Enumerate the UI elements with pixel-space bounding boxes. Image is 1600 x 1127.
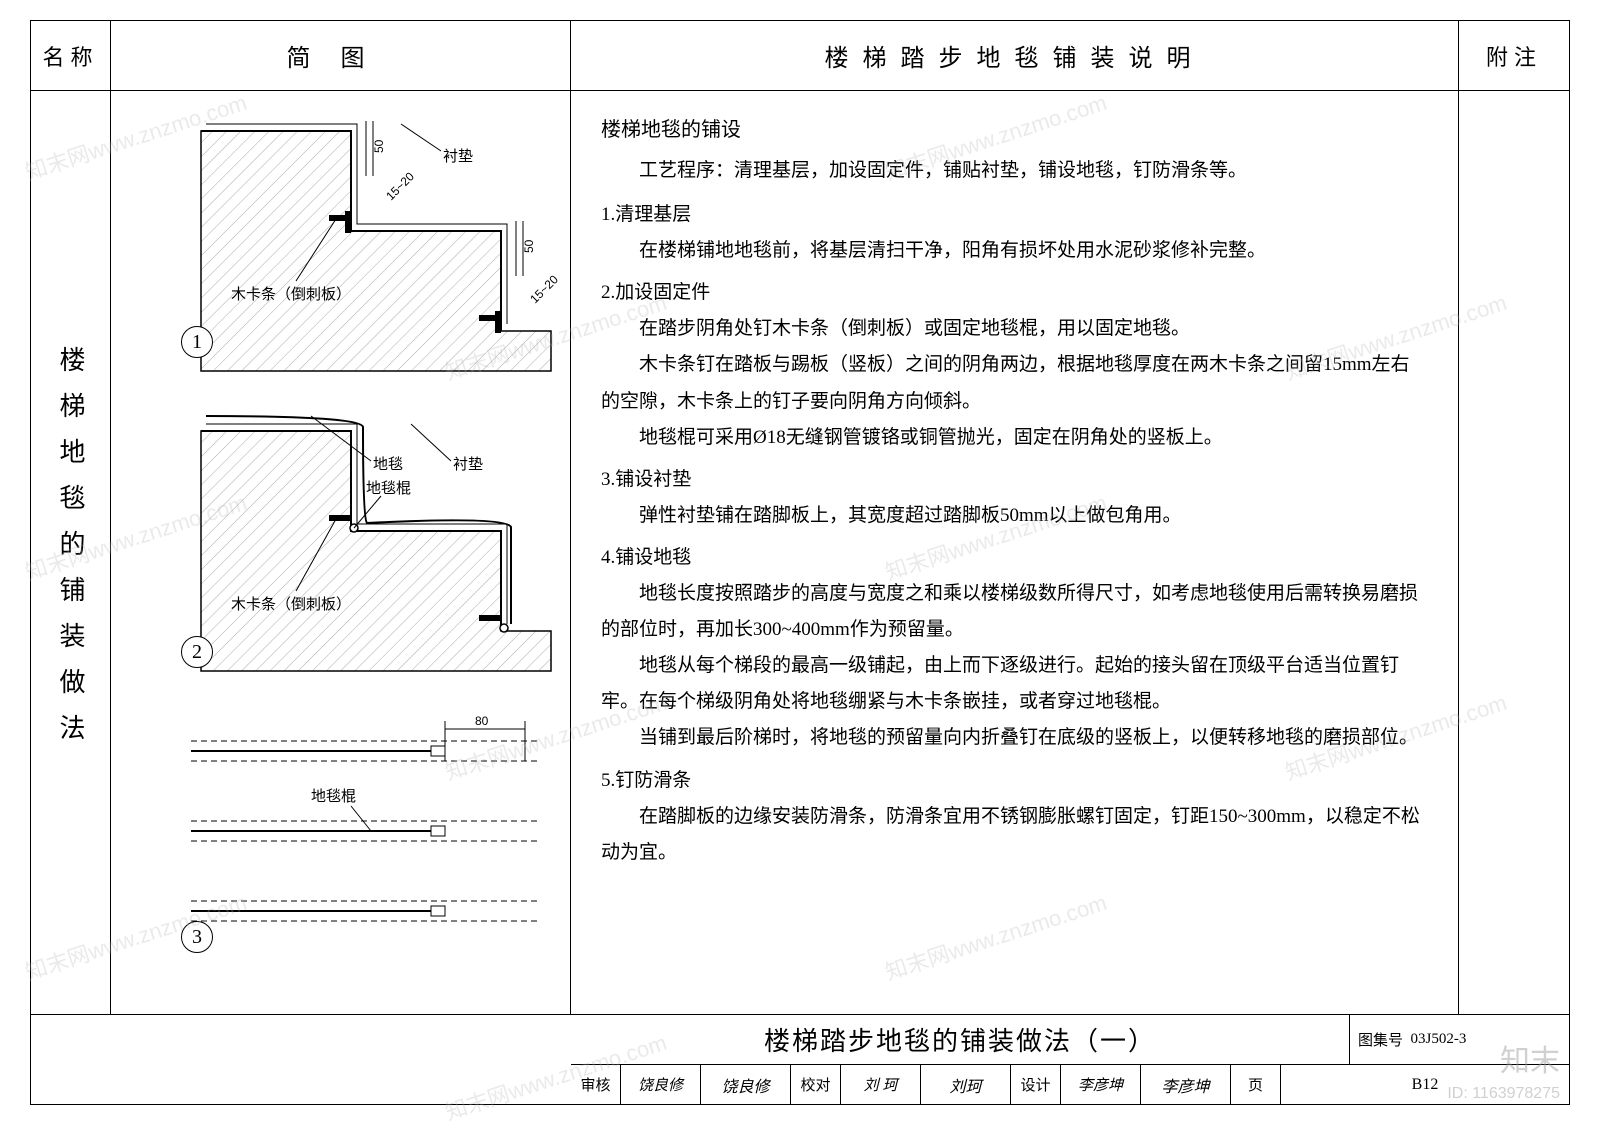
s4-title: 4.铺设地毯 <box>601 540 1428 576</box>
watermark-logo: 知末 <box>1500 1036 1560 1080</box>
label-underlay-2: 衬垫 <box>453 456 483 473</box>
label-tackstrip-2: 木卡条（倒刺板） <box>231 595 351 613</box>
design-signature: 李彦坤 <box>1141 1065 1231 1104</box>
design-label: 设计 <box>1011 1065 1061 1104</box>
page-label: 页 <box>1231 1065 1281 1104</box>
header-name: 名称 <box>31 21 111 90</box>
review-signature: 饶良修 <box>701 1065 791 1104</box>
review-label: 审核 <box>571 1065 621 1104</box>
description-cell: 楼梯地毯的铺设 工艺程序：清理基层，加设固定件，铺贴衬垫，铺设地毯，钉防滑条等。… <box>571 91 1459 1014</box>
s2-p2: 木卡条钉在踏板与踢板（竖板）之间的阴角两边，根据地毯厚度在两木卡条之间留15mm… <box>601 347 1428 419</box>
code-label: 图集号 <box>1358 1029 1403 1050</box>
review-name: 饶良修 <box>621 1065 701 1104</box>
diagram-1: 50 15~20 50 15~20 衬垫 木卡条（倒刺板） <box>111 91 571 391</box>
watermark-id: ID: 1163978275 <box>1447 1085 1560 1103</box>
dim-1520-1: 15~20 <box>383 169 417 203</box>
design-name: 李彦坤 <box>1061 1065 1141 1104</box>
body-row: 楼梯地毯的铺装做法 <box>31 91 1569 1014</box>
footer-sign-row: 审核 饶良修 饶良修 校对 刘 珂 刘珂 设计 李彦坤 李彦坤 页 B12 <box>571 1065 1569 1104</box>
footer-main: 楼梯踏步地毯的铺装做法（一） 图集号 03J502-3 审核 饶良修 饶良修 校… <box>571 1015 1569 1104</box>
dim-50-2: 50 <box>522 239 536 253</box>
s4-p3: 当铺到最后阶梯时，将地毯的预留量向内折叠钉在底级的竖板上，以便转移地毯的磨损部位… <box>601 720 1428 756</box>
label-carpetrod-2: 地毯棍 <box>311 788 356 805</box>
figure-cell: 50 15~20 50 15~20 衬垫 木卡条（倒刺板） 1 <box>111 91 571 1014</box>
check-name: 刘 珂 <box>841 1065 921 1104</box>
s2-p1: 在踏步阴角处钉木卡条（倒刺板）或固定地毯棍，用以固定地毯。 <box>601 311 1428 347</box>
header-figure: 简图 <box>111 21 571 90</box>
s1-title: 1.清理基层 <box>601 197 1428 233</box>
s3-p1: 弹性衬垫铺在踏脚板上，其宽度超过踏脚板50mm以上做包角用。 <box>601 498 1428 534</box>
s4-p1: 地毯长度按照踏步的高度与宽度之和乘以楼梯级数所得尺寸，如考虑地毯使用后需转换易磨… <box>601 576 1428 648</box>
label-underlay-1: 衬垫 <box>443 148 473 165</box>
footer-left-blank <box>31 1015 571 1104</box>
s5-p1: 在踏脚板的边缘安装防滑条，防滑条宜用不锈钢膨胀螺钉固定，钉距150~300mm，… <box>601 799 1428 871</box>
label-tackstrip-1: 木卡条（倒刺板） <box>231 285 351 303</box>
diagram-num-2: 2 <box>181 636 213 668</box>
remark-cell <box>1459 91 1569 1014</box>
label-carpetrod-1: 地毯棍 <box>366 480 411 497</box>
s1-p1: 在楼梯铺地地毯前，将基层清扫干净，阳角有损坏处用水泥砂浆修补完整。 <box>601 233 1428 269</box>
s3-title: 3.铺设衬垫 <box>601 462 1428 498</box>
s2-p3: 地毯棍可采用Ø18无缝钢管镀铬或铜管抛光，固定在阴角处的竖板上。 <box>601 420 1428 456</box>
row-title-cell: 楼梯地毯的铺装做法 <box>31 91 111 1014</box>
desc-main-heading: 楼梯地毯的铺设 <box>601 111 1428 149</box>
header-remark: 附注 <box>1459 21 1569 90</box>
desc-intro: 工艺程序：清理基层，加设固定件，铺贴衬垫，铺设地毯，钉防滑条等。 <box>601 153 1428 189</box>
diagram-num-3: 3 <box>181 921 213 953</box>
header-row: 名称 简图 楼梯踏步地毯铺装说明 附注 <box>31 21 1569 91</box>
title-block: 楼梯踏步地毯的铺装做法（一） 图集号 03J502-3 审核 饶良修 饶良修 校… <box>31 1014 1569 1104</box>
s5-title: 5.钉防滑条 <box>601 763 1428 799</box>
diagram-2: 地毯 衬垫 地毯棍 木卡条（倒刺板） <box>111 391 571 691</box>
check-signature: 刘珂 <box>921 1065 1011 1104</box>
drawing-sheet: 名称 简图 楼梯踏步地毯铺装说明 附注 楼梯地毯的铺装做法 <box>30 20 1570 1105</box>
footer-title-row: 楼梯踏步地毯的铺装做法（一） 图集号 03J502-3 <box>571 1015 1569 1065</box>
label-carpet: 地毯 <box>373 456 403 473</box>
s4-p2: 地毯从每个梯段的最高一级铺起，由上而下逐级进行。起始的接头留在顶级平台适当位置钉… <box>601 648 1428 720</box>
drawing-title: 楼梯踏步地毯的铺装做法（一） <box>571 1021 1349 1058</box>
dim-1520-2: 15~20 <box>527 272 561 306</box>
row-title: 楼梯地毯的铺装做法 <box>52 346 89 760</box>
code-value: 03J502-3 <box>1411 1031 1467 1048</box>
diagram-3: 80 地毯棍 <box>111 701 571 951</box>
check-label: 校对 <box>791 1065 841 1104</box>
dim-80: 80 <box>475 714 489 728</box>
dim-50-1: 50 <box>372 139 386 153</box>
diagram-num-1: 1 <box>181 326 213 358</box>
s2-title: 2.加设固定件 <box>601 275 1428 311</box>
header-description: 楼梯踏步地毯铺装说明 <box>571 21 1459 90</box>
